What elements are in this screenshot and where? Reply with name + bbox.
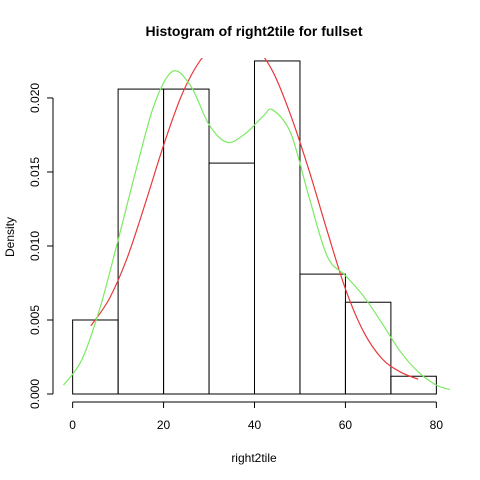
y-axis: 0.000 0.005 0.010 0.015 0.020 — [28, 83, 54, 409]
histogram-bars — [72, 60, 437, 395]
histogram-bar-30-40 — [208, 162, 255, 395]
x-tick-label: 0 — [69, 418, 76, 432]
y-tick-label: 0.015 — [28, 157, 42, 187]
normal-density-curve — [90, 58, 419, 380]
density-curves — [63, 58, 450, 391]
histogram-bar-50-60 — [299, 273, 346, 395]
histogram-bar-40-50 — [254, 60, 301, 395]
x-axis-label: right2tile — [231, 451, 277, 465]
x-tick-label: 60 — [339, 418, 353, 432]
histogram-bar-10-20 — [117, 88, 165, 395]
kernel-density-curve — [63, 70, 450, 391]
y-tick-label: 0.010 — [28, 231, 42, 261]
histogram-bar-70-80 — [390, 375, 437, 395]
histogram-bar-20-30 — [163, 88, 210, 395]
y-tick-label: 0.020 — [28, 83, 42, 113]
chart-title: Histogram of right2tile for fullset — [145, 23, 362, 39]
y-axis-label: Density — [3, 217, 17, 257]
histogram-bar-0-10 — [72, 319, 119, 395]
y-tick-label: 0.005 — [28, 305, 42, 335]
x-tick-label: 80 — [430, 418, 444, 432]
y-tick-label: 0.000 — [28, 379, 42, 409]
x-tick-label: 40 — [248, 418, 262, 432]
histogram-bar-60-70 — [344, 301, 392, 395]
x-tick-label: 20 — [157, 418, 171, 432]
x-axis: 0 20 40 60 80 — [69, 401, 444, 432]
